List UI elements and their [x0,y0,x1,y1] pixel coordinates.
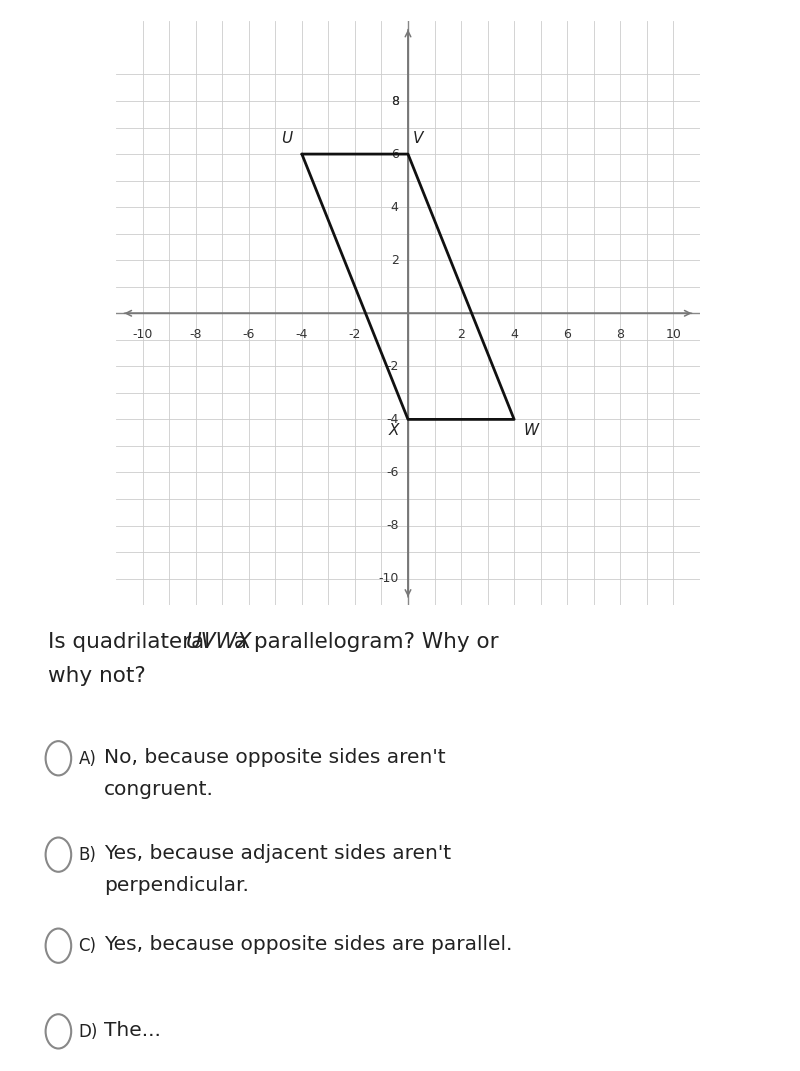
Text: -4: -4 [296,328,308,341]
Text: why not?: why not? [48,666,146,687]
Text: 8: 8 [390,94,398,107]
Text: a parallelogram? Why or: a parallelogram? Why or [227,632,499,652]
Text: 8: 8 [616,328,624,341]
Text: 2: 2 [457,328,465,341]
Text: congruent.: congruent. [104,780,214,799]
Text: -8: -8 [190,328,202,341]
Text: Is quadrilateral: Is quadrilateral [48,632,217,652]
Text: 4: 4 [510,328,518,341]
Text: C): C) [78,937,97,955]
Text: perpendicular.: perpendicular. [104,876,249,895]
Text: 4: 4 [391,200,398,213]
Text: X: X [388,423,398,438]
Text: Yes, because opposite sides are parallel.: Yes, because opposite sides are parallel… [104,935,512,954]
Text: 6: 6 [391,148,398,161]
Text: V: V [414,131,424,146]
Text: 8: 8 [390,94,398,107]
Text: D): D) [78,1023,98,1041]
Text: 6: 6 [563,328,571,341]
Text: -2: -2 [386,360,398,373]
Text: A): A) [78,750,96,768]
Text: -4: -4 [386,413,398,426]
Text: -6: -6 [242,328,255,341]
Text: Yes, because adjacent sides aren't: Yes, because adjacent sides aren't [104,844,451,863]
Text: B): B) [78,846,96,864]
Text: UVWX: UVWX [186,632,252,652]
Text: 2: 2 [391,254,398,267]
Text: -6: -6 [386,466,398,479]
Text: -10: -10 [133,328,153,341]
Text: -8: -8 [386,519,398,532]
Text: No, because opposite sides aren't: No, because opposite sides aren't [104,748,446,767]
Text: 10: 10 [666,328,682,341]
Text: -2: -2 [349,328,361,341]
Text: U: U [282,131,293,146]
Text: W: W [523,423,538,438]
Text: The...: The... [104,1021,161,1040]
Text: -10: -10 [378,572,398,585]
